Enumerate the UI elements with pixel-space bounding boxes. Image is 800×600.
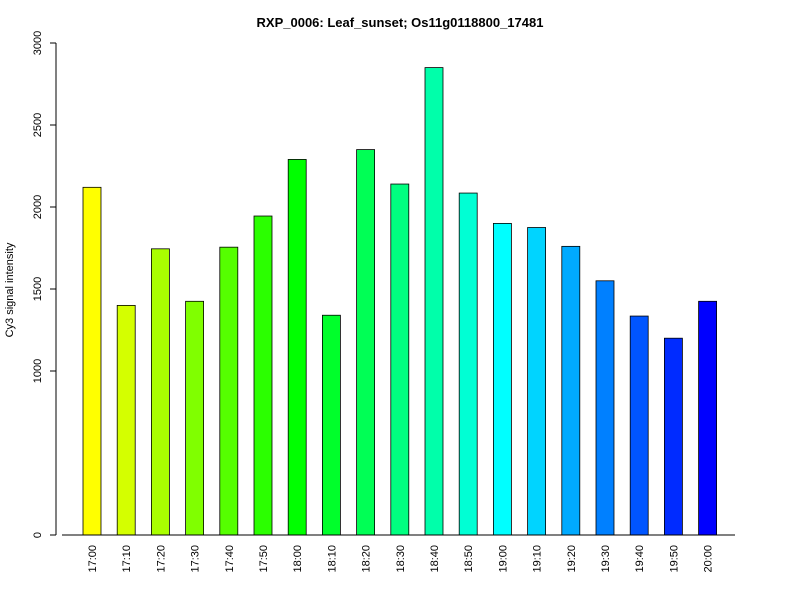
bars (82, 67, 717, 536)
x-tick-label: 17:00 (87, 545, 99, 573)
y-tick-label: 1500 (32, 277, 44, 301)
bar-1950 (664, 337, 683, 536)
y-tick-label: 0 (32, 532, 44, 538)
x-tick-label: 18:10 (326, 545, 338, 573)
y-tick-label: 1000 (32, 359, 44, 383)
x-tick-label: 17:10 (121, 545, 133, 573)
bar-1720 (150, 248, 170, 536)
x-tick-label: 17:50 (258, 545, 270, 573)
bar-1930 (595, 280, 615, 536)
x-tick-label: 20:00 (703, 545, 715, 573)
bar-1830 (390, 183, 410, 536)
x-tick-label: 17:30 (190, 545, 202, 573)
bar-1710 (116, 304, 136, 536)
x-tick-label: 18:50 (463, 545, 475, 573)
bar-1910 (527, 227, 546, 536)
x-tick-label: 18:30 (395, 545, 407, 573)
x-tick-label: 18:40 (429, 545, 441, 573)
x-tick-label: 18:20 (361, 545, 373, 573)
bar-1700 (82, 186, 102, 536)
y-axis: 0 1000 1500 2000 2500 3000 (32, 31, 57, 538)
x-tick-label: 19:20 (566, 545, 578, 573)
x-tick-label: 17:20 (155, 545, 167, 573)
y-tick-label: 3000 (32, 31, 44, 55)
bar-1920 (561, 245, 581, 536)
x-tick-label: 18:00 (292, 545, 304, 573)
bar-1740 (219, 246, 239, 536)
bar-1750 (253, 215, 273, 536)
x-tick-label: 17:40 (224, 545, 236, 573)
x-tick-label: 19:30 (600, 545, 612, 573)
y-axis-label: Cy3 signal intensity (4, 242, 16, 337)
x-axis-labels: 17:00 17:10 17:20 17:30 17:40 17:50 18:00 18:10… (87, 545, 715, 573)
bar-2000 (698, 300, 717, 536)
bar-1940 (629, 315, 649, 536)
y-tick-label: 2500 (32, 113, 44, 137)
bar-1840 (424, 67, 444, 536)
chart-title: RXP_0006: Leaf_sunset; Os11g0118800_1748… (257, 15, 544, 30)
bar-1730 (185, 300, 205, 536)
bar-1820 (356, 149, 376, 536)
bar-1850 (458, 192, 478, 536)
bar-1900 (492, 222, 512, 536)
x-tick-label: 19:10 (532, 545, 544, 573)
bar-1810 (321, 314, 341, 536)
x-tick-label: 19:00 (497, 545, 509, 573)
x-tick-label: 19:40 (634, 545, 646, 573)
y-tick-label: 2000 (32, 195, 44, 219)
bar-1800 (287, 159, 307, 536)
x-tick-label: 19:50 (668, 545, 680, 573)
